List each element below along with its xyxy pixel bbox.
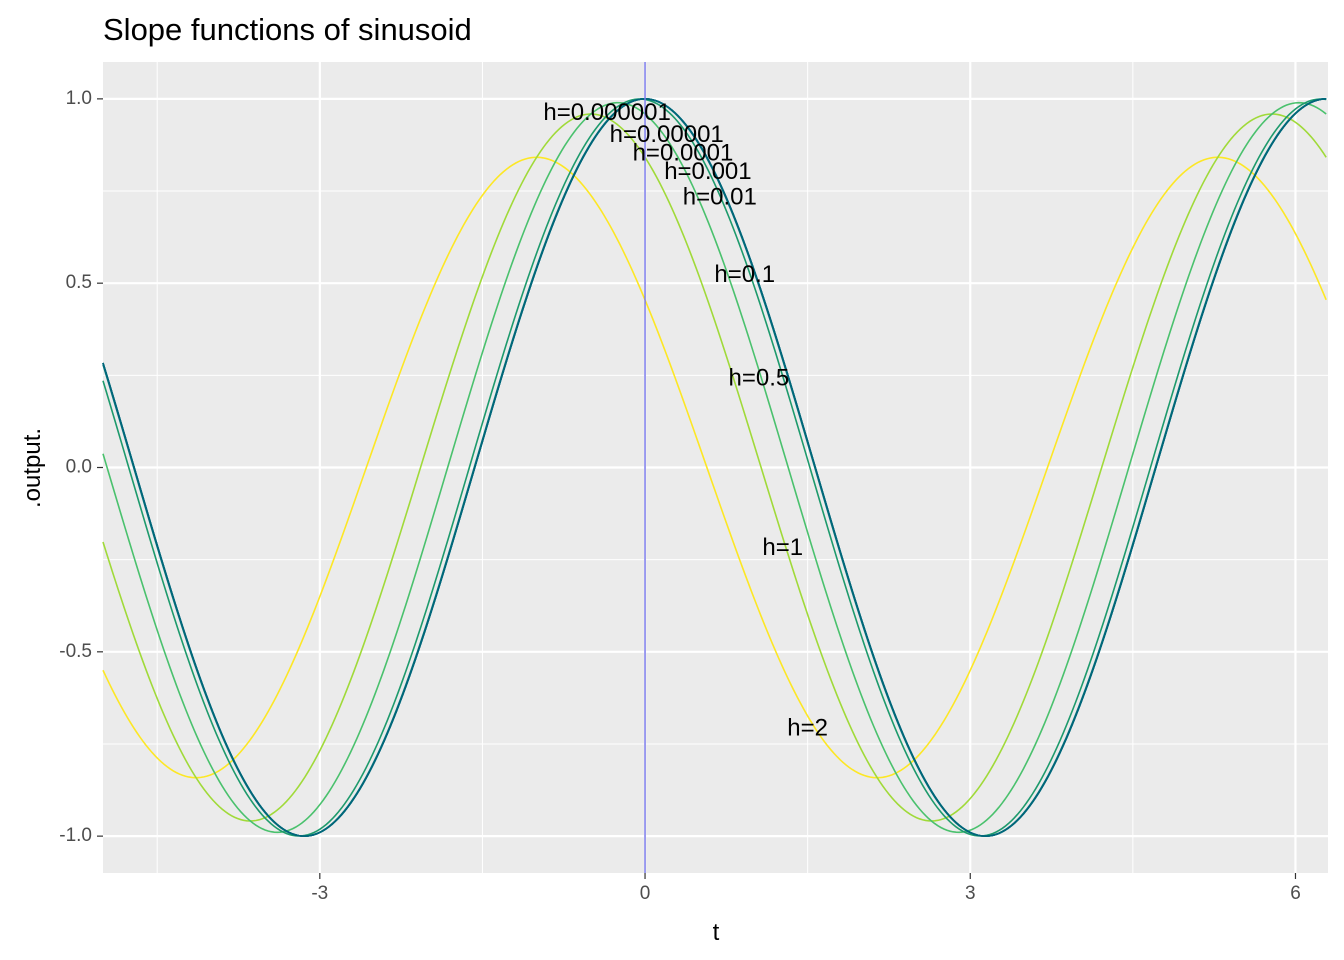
- curve-label: h=0.0001: [633, 140, 734, 167]
- x-axis-ticks: -3 0 3 6: [311, 873, 1301, 904]
- series-line: [102, 113, 1327, 822]
- x-tick-label: -3: [311, 883, 328, 904]
- curve-label: h=2: [787, 715, 828, 742]
- curve-label: h=0.001: [664, 158, 751, 185]
- series-line: [102, 156, 1327, 779]
- y-tick-label: 0.5: [66, 272, 92, 293]
- curve-labels: h=0.000001h=0.00001h=0.0001h=0.001h=0.01…: [543, 99, 828, 742]
- curve-label: h=0.00001: [610, 121, 724, 148]
- y-tick-label: 0.0: [66, 457, 92, 478]
- curve-label: h=0.1: [714, 261, 775, 288]
- curve-label: h=0.01: [683, 184, 757, 211]
- series-line: [102, 98, 1327, 837]
- series-line: [102, 98, 1327, 837]
- series-lines: [102, 98, 1327, 837]
- series-line: [102, 101, 1327, 834]
- y-axis-ticks: -1.0 -0.5 0.0 0.5 1.0: [59, 88, 103, 846]
- x-tick-label: 6: [1290, 883, 1301, 904]
- curve-label: h=1: [762, 534, 803, 561]
- y-tick-label: 1.0: [66, 88, 92, 109]
- y-tick-label: -0.5: [59, 641, 92, 662]
- x-tick-label: 3: [965, 883, 976, 904]
- x-tick-label: 0: [640, 883, 651, 904]
- y-axis-title: .output.: [19, 428, 46, 508]
- curve-label: h=0.000001: [543, 99, 670, 126]
- x-axis-title: t: [713, 919, 720, 946]
- chart-title: Slope functions of sinusoid: [103, 12, 472, 47]
- curve-label: h=0.5: [728, 364, 789, 391]
- y-tick-label: -1.0: [59, 825, 92, 846]
